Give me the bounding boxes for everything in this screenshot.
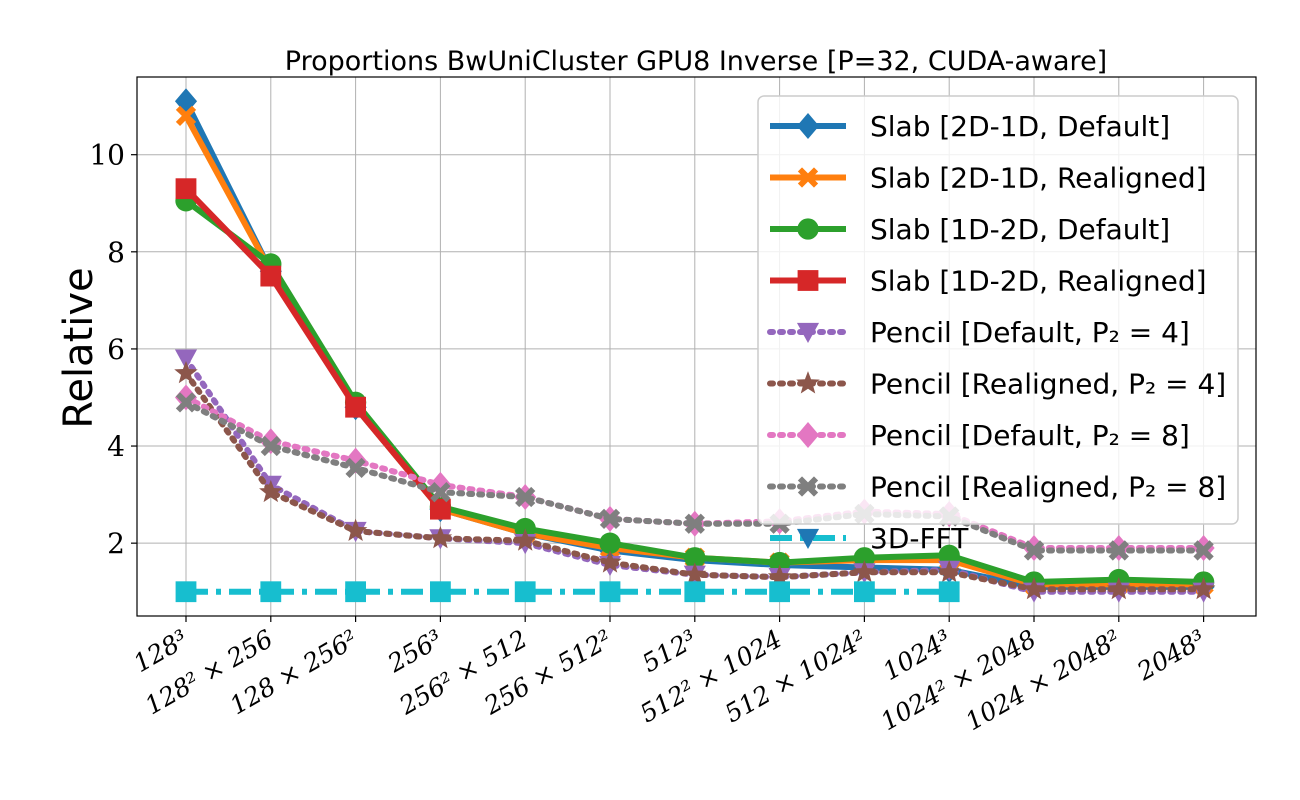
legend-label: Slab [2D-1D, Default] — [870, 110, 1170, 143]
data-point — [259, 479, 283, 503]
data-point — [684, 581, 706, 603]
data-point — [260, 265, 282, 287]
data-point — [599, 532, 621, 554]
data-point — [1023, 540, 1045, 561]
data-point — [175, 581, 197, 603]
y-tick-label: 8 — [107, 236, 125, 269]
data-point — [1022, 576, 1046, 600]
legend-item: Pencil [Realigned, P₂ = 8] — [767, 471, 1226, 504]
data-point — [428, 525, 453, 549]
data-point — [937, 559, 961, 583]
data-point — [1107, 576, 1131, 600]
series-5 — [174, 360, 1216, 600]
data-point — [260, 435, 281, 457]
legend-marker — [796, 528, 820, 550]
legend-marker — [796, 371, 820, 394]
y-tick-label: 6 — [107, 333, 125, 366]
legend-item: Slab [1D-2D, Default] — [770, 213, 1170, 246]
legend-label: 3D-FFT — [870, 522, 969, 555]
series-line — [183, 186, 443, 512]
data-point — [683, 562, 707, 585]
data-point — [599, 508, 621, 530]
legend-marker — [796, 113, 820, 139]
legend-marker — [797, 167, 819, 188]
legend-label: Pencil [Realigned, P₂ = 8] — [870, 471, 1226, 504]
legend-label: Pencil [Default, P₂ = 4] — [870, 316, 1190, 349]
legend-marker — [796, 322, 820, 344]
legend-box — [757, 95, 1239, 525]
series-3 — [175, 178, 451, 520]
legend-label: Pencil [Realigned, P₂ = 4] — [870, 368, 1226, 401]
data-point — [1191, 576, 1216, 600]
data-point — [854, 581, 875, 603]
data-point — [345, 457, 366, 479]
data-point — [345, 581, 366, 603]
data-point — [684, 513, 705, 534]
data-point — [260, 581, 282, 603]
chart-title: Proportions BwUniCluster GPU8 Inverse [P… — [285, 46, 1107, 77]
data-point — [175, 392, 197, 413]
data-point — [599, 581, 621, 603]
data-point — [514, 581, 536, 603]
x-tick-label: 2048³ — [1131, 624, 1210, 686]
data-point — [343, 518, 368, 542]
data-point — [174, 349, 198, 370]
y-tick-label: 10 — [89, 139, 125, 172]
data-point — [768, 551, 791, 574]
legend-marker — [797, 218, 819, 240]
y-tick-label: 4 — [107, 430, 125, 463]
data-point — [769, 581, 790, 603]
data-point — [515, 486, 536, 508]
data-point — [430, 482, 451, 503]
legend-marker — [797, 476, 819, 497]
y-axis-label: Relative — [56, 267, 102, 428]
legend-marker — [797, 270, 819, 291]
data-point — [175, 105, 197, 126]
data-point — [1193, 540, 1214, 561]
legend-item: Pencil [Default, P₂ = 8] — [767, 419, 1190, 452]
data-point — [1108, 540, 1129, 561]
legend-item: Pencil [Realigned, P₂ = 4] — [767, 368, 1226, 401]
data-point — [938, 544, 960, 566]
legend-label: Pencil [Default, P₂ = 8] — [870, 419, 1190, 452]
y-tick-label: 2 — [107, 527, 125, 560]
legend-item: Slab [1D-2D, Realigned] — [770, 265, 1207, 298]
legend-label: Slab [1D-2D, Realigned] — [870, 265, 1207, 298]
legend-marker — [796, 422, 820, 448]
legend-item: Slab [2D-1D, Default] — [770, 110, 1170, 143]
legend: Slab [2D-1D, Default] Slab [2D-1D, Realig… — [757, 95, 1239, 555]
y-axis-ticks: 2 4 6 8 10 — [89, 139, 137, 560]
legend-label: Slab [2D-1D, Realigned] — [870, 162, 1207, 195]
data-point — [767, 564, 792, 588]
data-point — [684, 547, 706, 569]
series-8 — [175, 581, 960, 603]
legend-label: Slab [1D-2D, Default] — [870, 213, 1170, 246]
data-point — [345, 396, 366, 418]
legend-item: Slab [2D-1D, Realigned] — [770, 162, 1207, 195]
data-point — [513, 528, 537, 551]
data-point — [598, 550, 622, 573]
plot-frame — [136, 76, 1257, 617]
data-point — [175, 178, 197, 200]
data-point — [853, 547, 876, 569]
data-point — [430, 581, 451, 603]
x-tick-label: 512² × 1024 — [635, 624, 787, 728]
data-point — [174, 360, 198, 384]
data-point — [430, 498, 451, 520]
legend-item: Pencil [Default, P₂ = 4] — [767, 316, 1190, 349]
data-point — [938, 581, 960, 603]
data-point — [852, 559, 877, 583]
legend-item: 3D-FFT — [770, 522, 969, 555]
x-tick-label: 512 × 1024² — [720, 624, 872, 728]
